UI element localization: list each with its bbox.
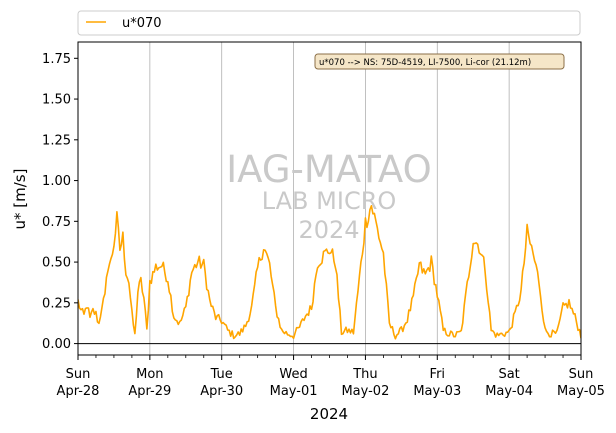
y-axis: 0.00 0.25 0.50 0.75 1.00 1.25 1.50 1.75 xyxy=(42,52,78,352)
x-tick-label-day: Mon xyxy=(136,367,163,382)
y-tick-label: 1.50 xyxy=(42,93,71,108)
series-line-u070 xyxy=(78,204,581,340)
watermark-line-1: IAG-MATAO xyxy=(226,148,431,191)
x-tick-label-date: May-01 xyxy=(270,384,318,399)
x-tick-label-date: Apr-29 xyxy=(128,384,171,399)
x-tick-label-date: May-05 xyxy=(557,384,605,399)
x-tick-label-day: Tue xyxy=(210,367,233,382)
legend: u*070 xyxy=(77,10,581,36)
legend-label: u*070 xyxy=(122,16,162,31)
x-tick-label-date: Apr-30 xyxy=(200,384,243,399)
x-axis: Sun Apr-28 Mon Apr-29 Tue Apr-30 Wed May-01 Thu M… xyxy=(57,355,605,399)
annotation: u*070 --> NS: 75D-4519, LI-7500, Li-cor … xyxy=(314,53,565,70)
watermark-line-2: LAB MICRO xyxy=(262,187,397,215)
y-tick-label: 0.75 xyxy=(42,215,71,230)
x-tick-label-date: May-02 xyxy=(341,384,389,399)
y-tick-label: 0.25 xyxy=(42,296,71,311)
x-tick-label-date: Apr-28 xyxy=(57,384,100,399)
annotation-text: u*070 --> NS: 75D-4519, LI-7500, Li-cor … xyxy=(319,58,531,68)
x-axis-label: 2024 xyxy=(310,405,348,423)
x-tick-label-day: Sat xyxy=(498,367,519,382)
x-tick-label-day: Fri xyxy=(430,367,446,382)
x-tick-label-day: Wed xyxy=(279,367,307,382)
x-tick-label-date: May-03 xyxy=(413,384,461,399)
y-tick-label: 0.50 xyxy=(42,256,71,271)
x-tick-label-day: Thu xyxy=(352,367,377,382)
grid-lines xyxy=(149,42,510,355)
y-tick-label: 1.00 xyxy=(42,174,71,189)
watermark-line-3: 2024 xyxy=(298,216,359,244)
x-tick-label-day: Sun xyxy=(569,367,594,382)
y-tick-label: 0.00 xyxy=(42,337,71,352)
x-tick-label-day: Sun xyxy=(66,367,91,382)
x-tick-label-date: May-04 xyxy=(485,384,533,399)
annotation-box xyxy=(314,53,565,70)
y-axis-label: u* [m/s] xyxy=(11,169,29,230)
watermark: IAG-MATAO LAB MICRO 2024 xyxy=(226,148,431,244)
y-tick-label: 1.25 xyxy=(42,133,71,148)
y-tick-label: 1.75 xyxy=(42,52,71,67)
legend-frame xyxy=(77,10,581,36)
